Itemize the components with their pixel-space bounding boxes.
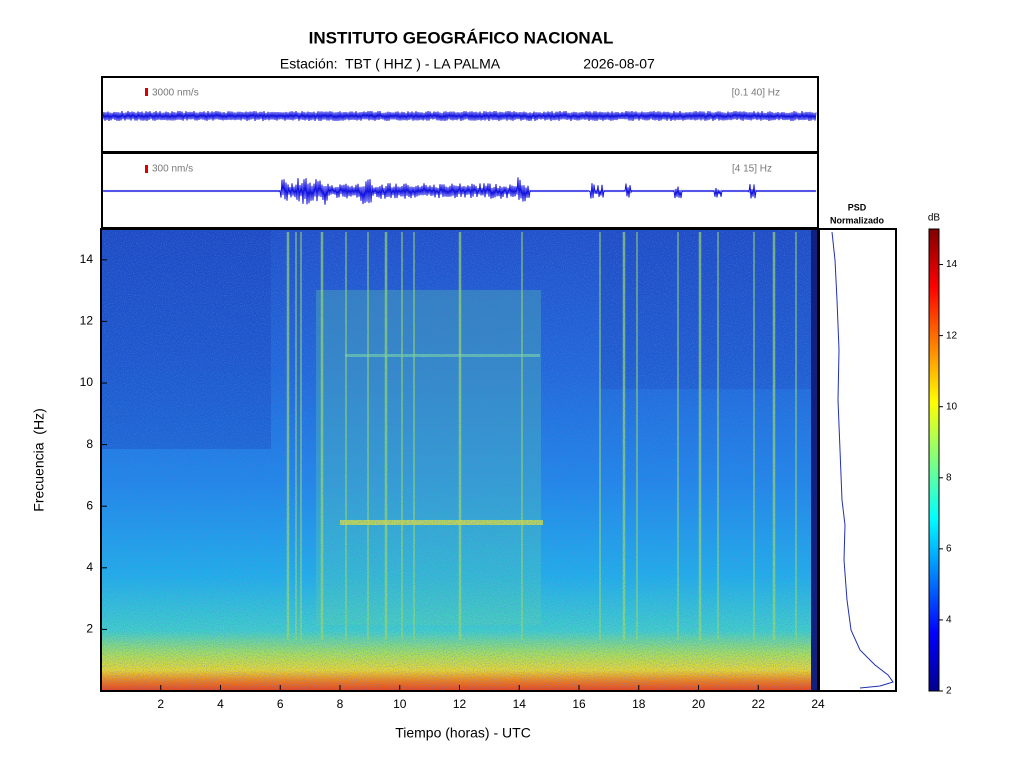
x-tick-label: 6 <box>277 697 284 711</box>
x-tick-label: 18 <box>632 697 646 711</box>
spectrogram <box>100 228 819 692</box>
psd-curve <box>831 231 894 689</box>
y-tick-label: 12 <box>80 314 94 328</box>
x-tick-label: 14 <box>513 697 527 711</box>
colorbar-tick-label: 14 <box>946 259 958 270</box>
y-tick-label: 8 <box>86 437 93 451</box>
date: 2026-08-07 <box>583 56 655 72</box>
y-tick-label: 4 <box>86 560 93 574</box>
y-tick-label: 2 <box>86 622 93 636</box>
y-tick-label: 14 <box>80 252 94 266</box>
x-tick-label: 4 <box>217 697 224 711</box>
y-axis-label: Frecuencia (Hz) <box>31 408 47 511</box>
x-tick-label: 20 <box>692 697 706 711</box>
colorbar-tick-label: 8 <box>946 472 952 483</box>
colorbar-tick-label: 6 <box>946 543 952 554</box>
seismogram <box>102 110 817 122</box>
psd-label: PSD <box>848 202 867 212</box>
edge <box>811 229 818 691</box>
scale-bar <box>145 88 148 96</box>
trace-band: [0.1 40] Hz <box>732 88 780 99</box>
colorbar-label: dB <box>928 213 941 224</box>
trace-scale: 300 nm/s <box>152 164 193 175</box>
x-tick-label: 10 <box>393 697 407 711</box>
colorbar-tick-label: 4 <box>946 615 952 626</box>
chart-title: INSTITUTO GEOGRÁFICO NACIONAL <box>309 28 614 47</box>
x-axis-label: Tiempo (horas) - UTC <box>395 725 531 741</box>
colorbar <box>928 228 940 692</box>
colorbar-tick-label: 10 <box>946 401 958 412</box>
x-tick-label: 12 <box>453 697 467 711</box>
noise <box>101 229 818 691</box>
psd-sublabel: Normalizado <box>830 215 885 225</box>
colorbar-tick-label: 12 <box>946 330 958 341</box>
colorbar-tick-label: 2 <box>946 686 952 697</box>
subtitle: Estación: TBT ( HHZ ) - LA PALMA <box>280 56 501 72</box>
trace-scale: 3000 nm/s <box>152 88 199 99</box>
scale-bar <box>145 165 148 173</box>
y-tick-label: 6 <box>86 498 93 512</box>
x-tick-label: 16 <box>572 697 586 711</box>
trace-band: [4 15] Hz <box>732 164 772 175</box>
y-tick-label: 10 <box>80 375 94 389</box>
x-tick-label: 24 <box>811 697 825 711</box>
x-tick-label: 8 <box>337 697 344 711</box>
x-tick-label: 2 <box>157 697 164 711</box>
seismogram <box>102 177 817 205</box>
psd-panel <box>818 228 897 692</box>
colorbar-ticks: 2 4 6 8 10 12 14 <box>939 259 958 697</box>
x-tick-label: 22 <box>752 697 766 711</box>
